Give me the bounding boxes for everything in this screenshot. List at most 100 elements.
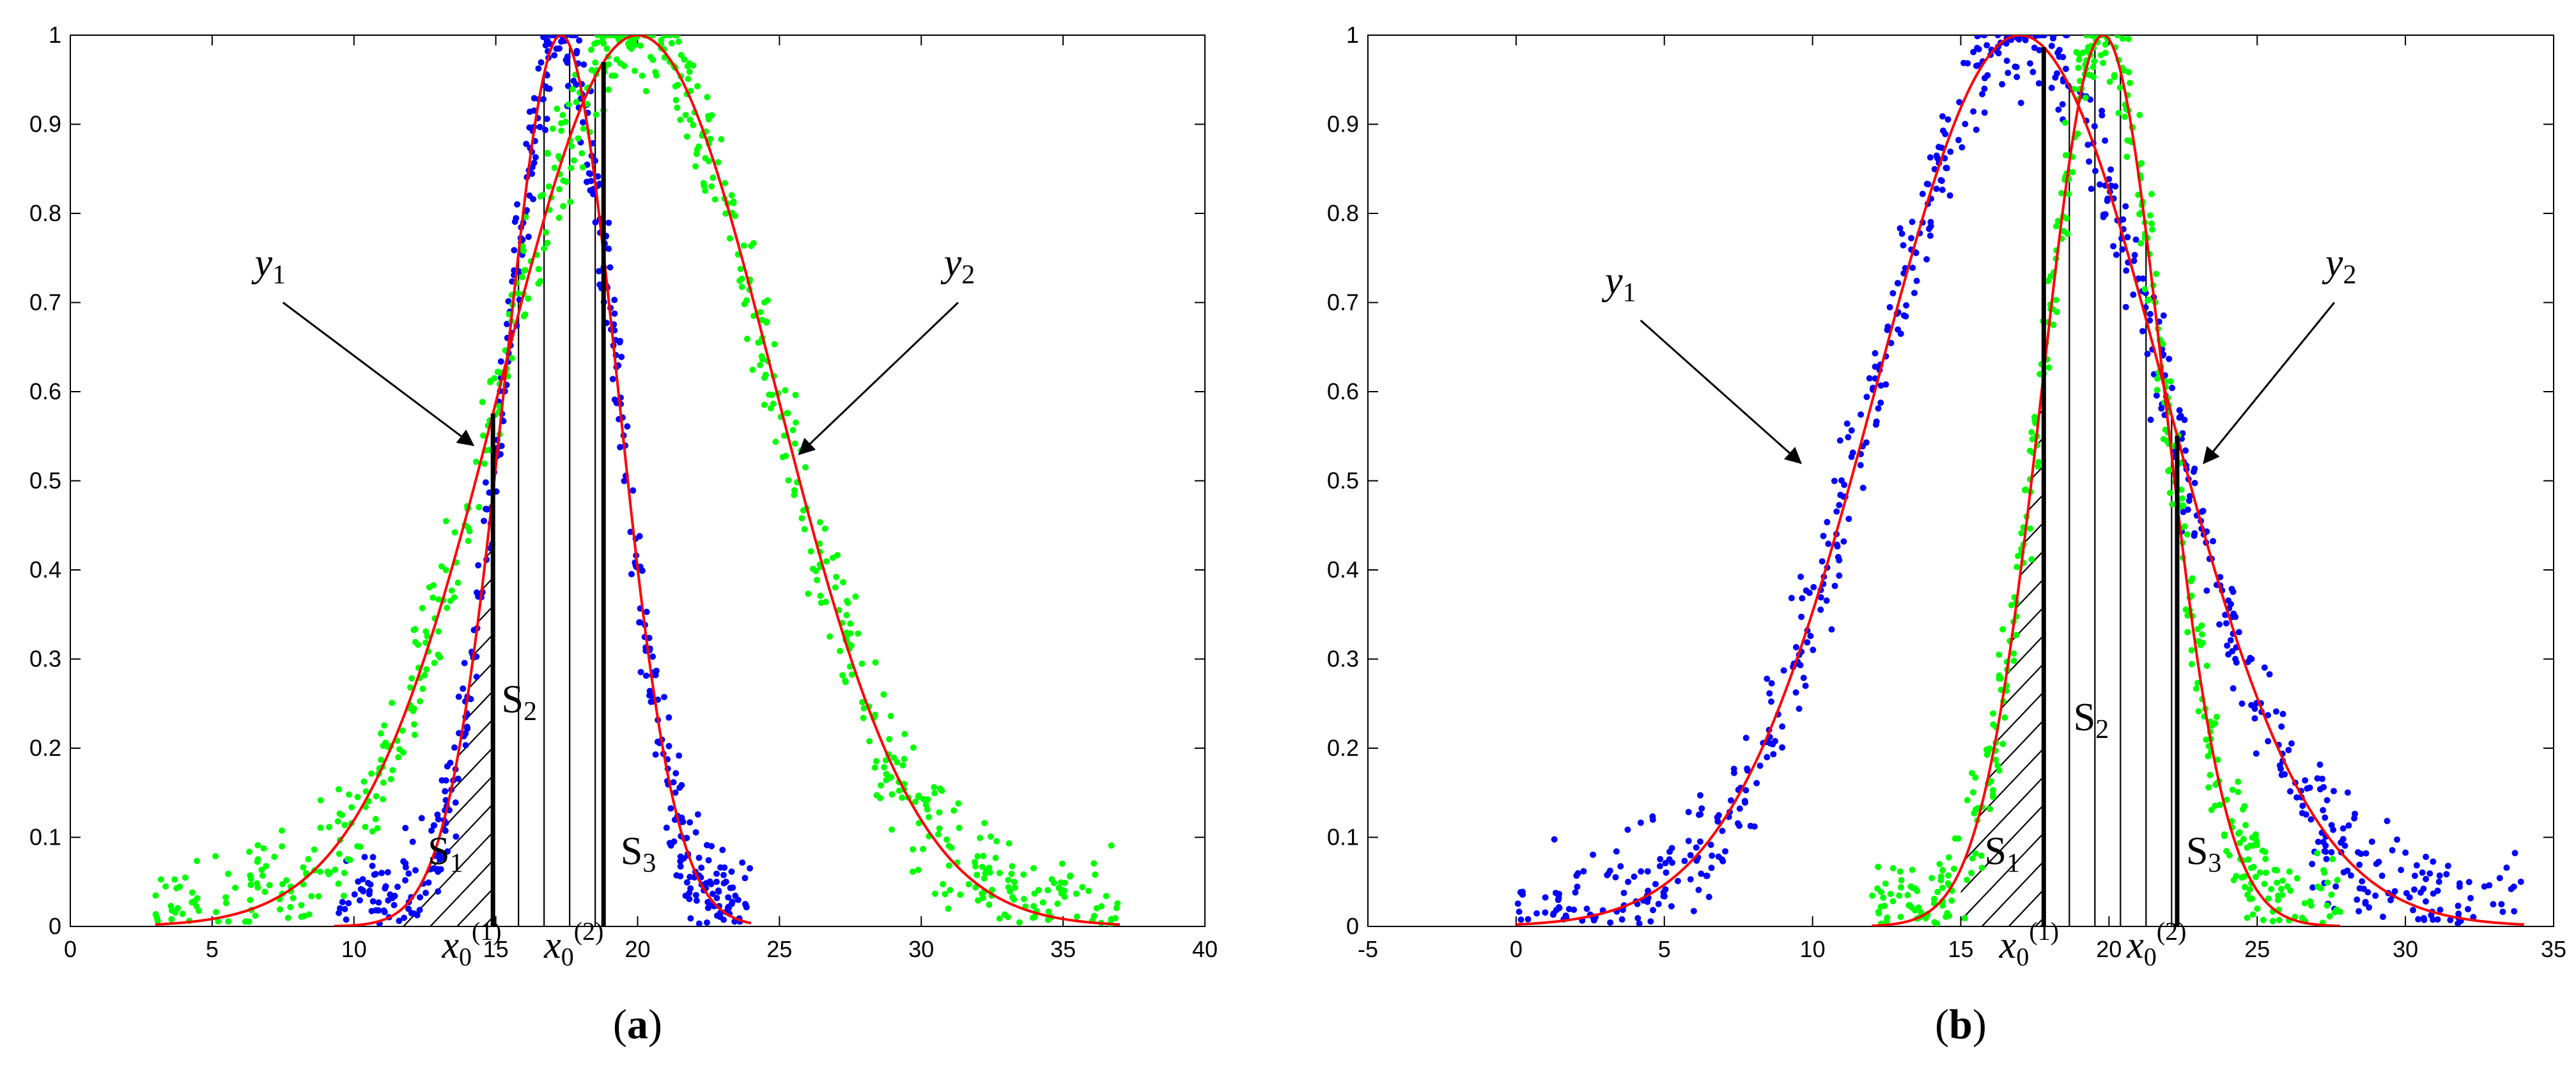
data-point bbox=[1555, 896, 1562, 903]
data-point bbox=[693, 897, 700, 904]
data-point bbox=[246, 848, 253, 856]
data-point bbox=[931, 784, 938, 791]
data-point bbox=[2167, 378, 2174, 385]
data-point bbox=[2086, 158, 2093, 165]
hatch-line bbox=[1155, 35, 2002, 926]
data-point bbox=[866, 738, 873, 745]
data-point bbox=[2141, 286, 2148, 293]
data-point bbox=[369, 854, 376, 861]
data-point bbox=[683, 133, 690, 140]
data-point bbox=[880, 691, 887, 698]
data-point bbox=[1939, 902, 1946, 909]
x-tick-label: 35 bbox=[2541, 936, 2566, 962]
data-point bbox=[152, 892, 159, 899]
data-point bbox=[972, 884, 979, 891]
data-point bbox=[2165, 468, 2172, 475]
y-tick-label: 0.3 bbox=[1327, 646, 1359, 672]
data-point bbox=[1698, 870, 1705, 877]
data-point bbox=[1693, 844, 1700, 851]
data-point bbox=[1911, 289, 1918, 296]
data-point bbox=[759, 356, 766, 363]
data-point bbox=[1707, 841, 1714, 848]
data-point bbox=[1753, 779, 1760, 787]
data-point bbox=[1663, 869, 1670, 876]
hatch-line bbox=[1960, 372, 2044, 926]
data-point bbox=[2260, 916, 2267, 923]
annotation-label: y2 bbox=[940, 242, 975, 290]
data-point bbox=[642, 672, 649, 679]
data-point bbox=[2324, 902, 2331, 909]
data-point bbox=[1810, 583, 1817, 590]
data-point bbox=[936, 785, 943, 792]
data-point bbox=[396, 746, 403, 753]
data-point bbox=[757, 362, 764, 369]
data-point bbox=[2235, 629, 2242, 636]
data-point bbox=[1727, 797, 1734, 804]
data-point bbox=[335, 786, 342, 793]
data-point bbox=[254, 880, 261, 887]
data-point bbox=[1946, 192, 1953, 199]
data-point bbox=[570, 157, 577, 164]
data-point bbox=[2059, 101, 2066, 108]
data-point bbox=[1996, 675, 2003, 682]
data-point bbox=[1969, 855, 1976, 862]
data-point bbox=[451, 594, 458, 601]
data-point bbox=[2091, 58, 2098, 65]
data-point bbox=[545, 183, 552, 190]
data-point bbox=[339, 898, 346, 905]
data-point bbox=[675, 38, 682, 45]
data-point bbox=[402, 824, 409, 831]
hatch-line bbox=[802, 35, 1649, 926]
data-point bbox=[2191, 480, 2198, 487]
y-tick-label: 0.5 bbox=[29, 468, 61, 494]
data-point bbox=[2261, 664, 2268, 671]
data-point bbox=[886, 735, 893, 742]
data-point bbox=[1833, 508, 1840, 515]
data-point bbox=[460, 685, 467, 692]
data-point bbox=[1948, 897, 1955, 904]
data-point bbox=[1841, 481, 1848, 488]
data-point bbox=[247, 896, 254, 903]
data-point bbox=[592, 219, 599, 226]
hatch-line bbox=[1960, 372, 1998, 926]
x-tick-label: 20 bbox=[2096, 936, 2122, 962]
data-point bbox=[2276, 916, 2283, 923]
data-point bbox=[682, 892, 689, 899]
data-point bbox=[1044, 916, 1051, 923]
hatch-line bbox=[1553, 35, 2400, 926]
data-point bbox=[1020, 871, 1027, 878]
data-point bbox=[1961, 915, 1968, 922]
data-point bbox=[1936, 861, 1943, 868]
hatch-line bbox=[1182, 35, 2029, 926]
data-point bbox=[798, 515, 805, 522]
data-point bbox=[2345, 822, 2352, 829]
data-point bbox=[1923, 256, 1930, 263]
data-point bbox=[2314, 775, 2321, 782]
data-point bbox=[945, 862, 952, 869]
data-point bbox=[757, 309, 764, 316]
data-point bbox=[2508, 886, 2515, 893]
hatch-line bbox=[382, 492, 493, 926]
data-point bbox=[215, 918, 222, 925]
data-point bbox=[558, 119, 565, 127]
data-point bbox=[444, 848, 451, 855]
data-point bbox=[1927, 154, 1934, 161]
data-point bbox=[747, 865, 754, 872]
data-point bbox=[2091, 123, 2098, 130]
hatch-line bbox=[1960, 372, 2044, 926]
data-point bbox=[555, 45, 563, 52]
data-point bbox=[2411, 886, 2418, 893]
data-point bbox=[1580, 868, 1587, 875]
data-point bbox=[965, 880, 972, 887]
data-point bbox=[2250, 864, 2257, 871]
data-point bbox=[361, 778, 368, 785]
data-point bbox=[1825, 541, 1832, 548]
data-point bbox=[595, 268, 602, 275]
data-point bbox=[2084, 141, 2091, 148]
data-point bbox=[416, 698, 423, 705]
data-point bbox=[2324, 797, 2331, 804]
data-point bbox=[860, 714, 867, 721]
data-point bbox=[1906, 902, 1913, 909]
data-point bbox=[2112, 183, 2119, 190]
data-point bbox=[1889, 864, 1897, 871]
